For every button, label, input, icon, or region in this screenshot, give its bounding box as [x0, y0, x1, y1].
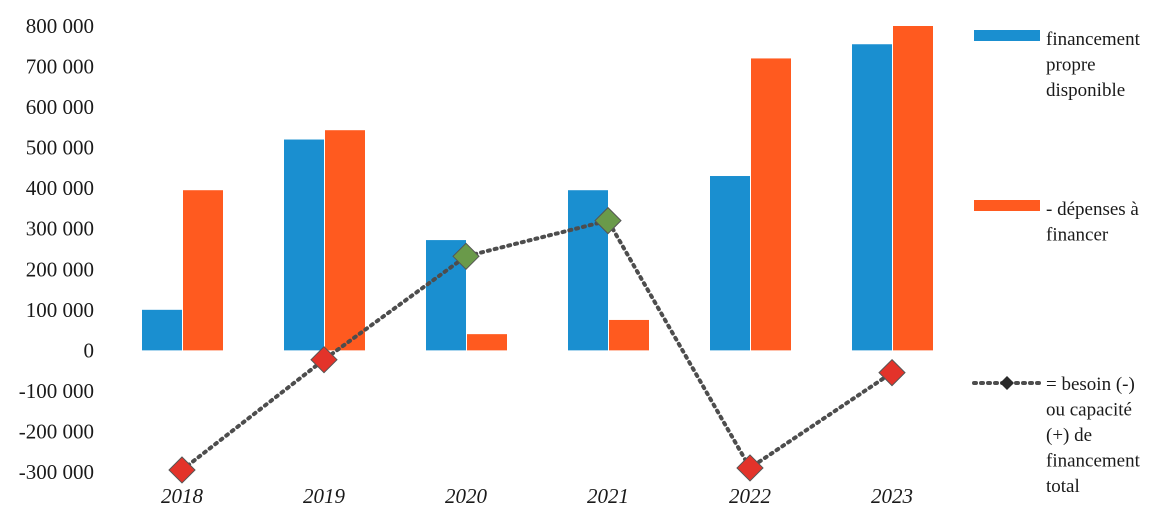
legend-label: financement: [1046, 451, 1141, 472]
legend-label: financer: [1046, 225, 1109, 246]
y-tick-label: 500 000: [26, 136, 94, 160]
bar-depenses: [893, 26, 933, 351]
line-series: [168, 206, 906, 484]
y-tick-label: -300 000: [19, 460, 94, 484]
y-tick-label: 400 000: [26, 176, 94, 200]
bar-financement-propre: [710, 176, 750, 351]
legend-swatch: [974, 30, 1040, 41]
bar-depenses: [325, 130, 365, 351]
x-tick-label: 2019: [303, 484, 346, 508]
legend-marker-diamond: [1000, 376, 1014, 390]
legend-label: ou capacité: [1046, 400, 1132, 421]
x-tick-label: 2021: [587, 484, 629, 508]
line-besoin-capacite: [180, 218, 894, 472]
point-marker-diamond: [452, 242, 480, 271]
x-tick-label: 2022: [729, 484, 772, 508]
legend-label: financement: [1046, 29, 1141, 50]
legend: financement propre disponible - dépenses à f…: [972, 29, 1141, 497]
y-axis: 800 000 700 000 600 000 500 000 400 000 300 0…: [19, 14, 94, 484]
y-tick-label: 300 000: [26, 217, 94, 241]
x-tick-label: 2020: [445, 484, 488, 508]
legend-label: total: [1046, 476, 1080, 497]
bar-depenses: [609, 319, 649, 351]
x-tick-label: 2023: [871, 484, 913, 508]
bar-depenses: [467, 334, 507, 351]
y-tick-label: 800 000: [26, 14, 94, 38]
bar-financement-propre: [284, 139, 324, 351]
legend-label: disponible: [1046, 80, 1125, 101]
legend-label: = besoin (-): [1046, 374, 1135, 395]
point-marker-diamond: [736, 454, 764, 482]
y-tick-label: -100 000: [19, 379, 94, 403]
y-tick-label: 200 000: [26, 257, 94, 281]
point-marker-diamond: [878, 358, 906, 387]
bar-financement-propre: [142, 309, 182, 351]
x-axis: 2018 2019 2020 2021 2022 2023: [161, 484, 913, 508]
y-tick-label: 600 000: [26, 95, 94, 119]
y-tick-label: 100 000: [26, 298, 94, 322]
y-tick-label: 700 000: [26, 55, 94, 79]
bars: [142, 26, 933, 351]
y-tick-label: -200 000: [19, 419, 94, 443]
bar-financement-propre: [852, 44, 892, 351]
bar-depenses: [183, 190, 223, 351]
y-tick-label: 0: [84, 338, 95, 362]
point-marker-diamond: [310, 345, 338, 374]
legend-swatch: [974, 200, 1040, 211]
bar-depenses: [751, 58, 791, 351]
legend-label: - dépenses à: [1046, 199, 1139, 220]
legend-label: propre: [1046, 55, 1096, 76]
point-marker-diamond: [594, 206, 622, 235]
legend-label: (+) de: [1046, 425, 1092, 446]
point-marker-diamond: [168, 456, 196, 484]
x-tick-label: 2018: [161, 484, 204, 508]
